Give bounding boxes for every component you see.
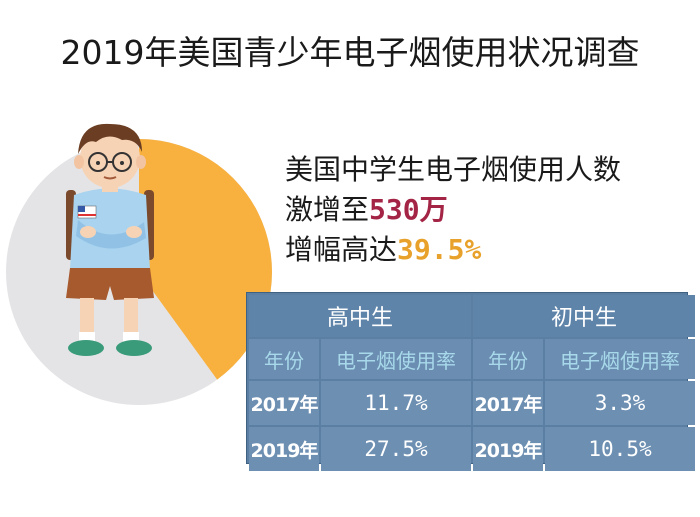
table-cell-rate: 10.5%: [545, 427, 695, 471]
usage-rate-table: 高中生 初中生 年份 电子烟使用率 年份 电子烟使用率 2017年 11.7% …: [246, 292, 695, 471]
table-cell-year: 2017年: [473, 381, 543, 425]
table-cell-year: 2019年: [249, 427, 319, 471]
table-cell-rate: 11.7%: [321, 381, 471, 425]
column-header-usage-rate: 电子烟使用率: [321, 339, 471, 379]
headline-line-2-prefix: 激增至: [285, 193, 370, 226]
column-header-usage-rate: 电子烟使用率: [545, 339, 695, 379]
headline-line-3: 增幅高达39.5%: [285, 230, 621, 270]
page-title: 2019年美国青少年电子烟使用状况调查: [60, 33, 640, 72]
headline-growth-highlight: 39.5%: [397, 233, 482, 266]
headline-line-3-prefix: 增幅高达: [285, 233, 398, 266]
column-header-year: 年份: [249, 339, 319, 379]
student-illustration: [66, 123, 154, 356]
headline-count-highlight: 530万: [369, 193, 448, 226]
headline: 美国中学生电子烟使用人数 激增至530万 增幅高达39.5%: [285, 150, 621, 270]
group-header-high-school: 高中生: [249, 295, 471, 337]
table-cell-year: 2019年: [473, 427, 543, 471]
table-cell-rate: 27.5%: [321, 427, 471, 471]
table-cell-year: 2017年: [249, 381, 319, 425]
headline-line-1: 美国中学生电子烟使用人数: [285, 153, 622, 186]
column-header-year: 年份: [473, 339, 543, 379]
pie-highlight-slice: [139, 139, 273, 380]
headline-line-2: 激增至530万: [285, 190, 621, 230]
table-cell-rate: 3.3%: [545, 381, 695, 425]
group-header-middle-school: 初中生: [473, 295, 695, 337]
